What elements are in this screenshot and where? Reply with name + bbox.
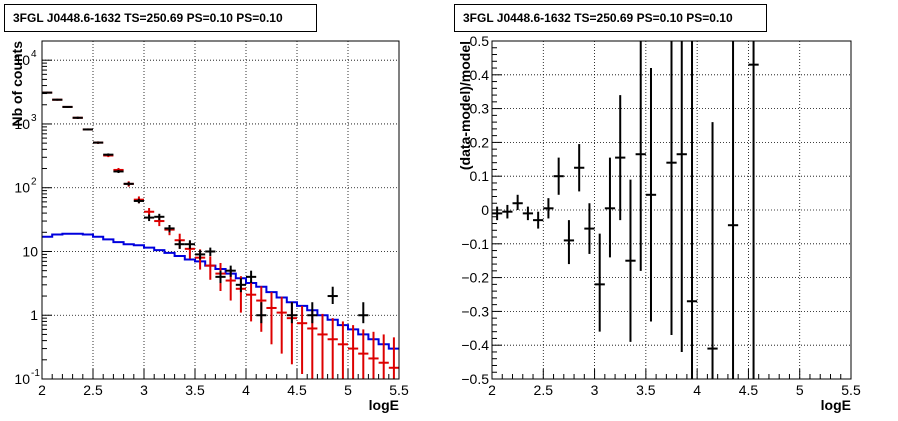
y-tick-label: −0.4 [461,337,489,353]
y-tick-exponent: -1 [31,368,40,379]
y-tick-exponent: 4 [31,49,37,60]
y-tick-label: 0.1 [470,168,490,184]
x-tick-label: 3.5 [636,382,656,398]
x-tick-label: 5 [796,382,804,398]
x-tick-label: 2.5 [83,382,103,398]
y-tick-label: −0.2 [461,270,489,286]
background-histogram [42,232,399,350]
y-tick-label: 10 [22,243,38,259]
x-tick-label: 3 [140,382,148,398]
y-tick-label: 10 [14,180,30,196]
x-tick-label: 4.5 [739,382,759,398]
plot-area [42,41,399,379]
y-tick-label: 0.3 [470,101,490,117]
x-tick-label: 4 [693,382,701,398]
x-tick-label: 4 [242,382,250,398]
y-tick-label: 1 [30,307,38,323]
x-tick-label: 2 [38,382,46,398]
x-tick-label: 3.5 [185,382,205,398]
y-axis-label: Nb of counts [9,41,25,127]
residuals-plot: 2 2.5 3 3.5 4 4.5 5 5.5 −0.5 −0.4 −0.3 −0.2 −0.1 0 0.1… [457,33,861,413]
y-tick-label: −0.3 [461,303,489,319]
x-tick-label: 2.5 [534,382,554,398]
y-tick-label: 0.4 [470,67,490,83]
y-tick-label: −0.5 [461,371,489,387]
y-tick-label: 0 [481,202,489,218]
x-axis-label: logE [369,397,399,413]
y-tick-label: 0.5 [470,33,490,49]
y-tick-label: 0.2 [470,134,490,150]
y-tick-label: −0.1 [461,236,489,252]
x-tick-label: 5 [344,382,352,398]
y-tick-exponent: 3 [31,113,37,124]
x-tick-label: 5.5 [389,382,409,398]
y-tick-label: 10 [14,52,30,68]
y-tick-exponent: 2 [31,177,37,188]
x-tick-label: 2 [488,382,496,398]
x-tick-label: 5.5 [841,382,861,398]
x-tick-label: 3 [591,382,599,398]
y-axis-label: (data-model)/model [457,41,473,170]
left-chart-title: 3FGL J0448.6-1632 TS=250.69 PS=0.10 PS=0… [4,4,317,32]
x-axis-label: logE [821,397,851,413]
y-tick-label: 10 [14,116,30,132]
right-chart-title: 3FGL J0448.6-1632 TS=250.69 PS=0.10 PS=0… [454,4,767,32]
plot-frame [41,40,400,380]
x-tick-label: 4.5 [287,382,307,398]
y-tick-label: 10 [14,371,30,387]
